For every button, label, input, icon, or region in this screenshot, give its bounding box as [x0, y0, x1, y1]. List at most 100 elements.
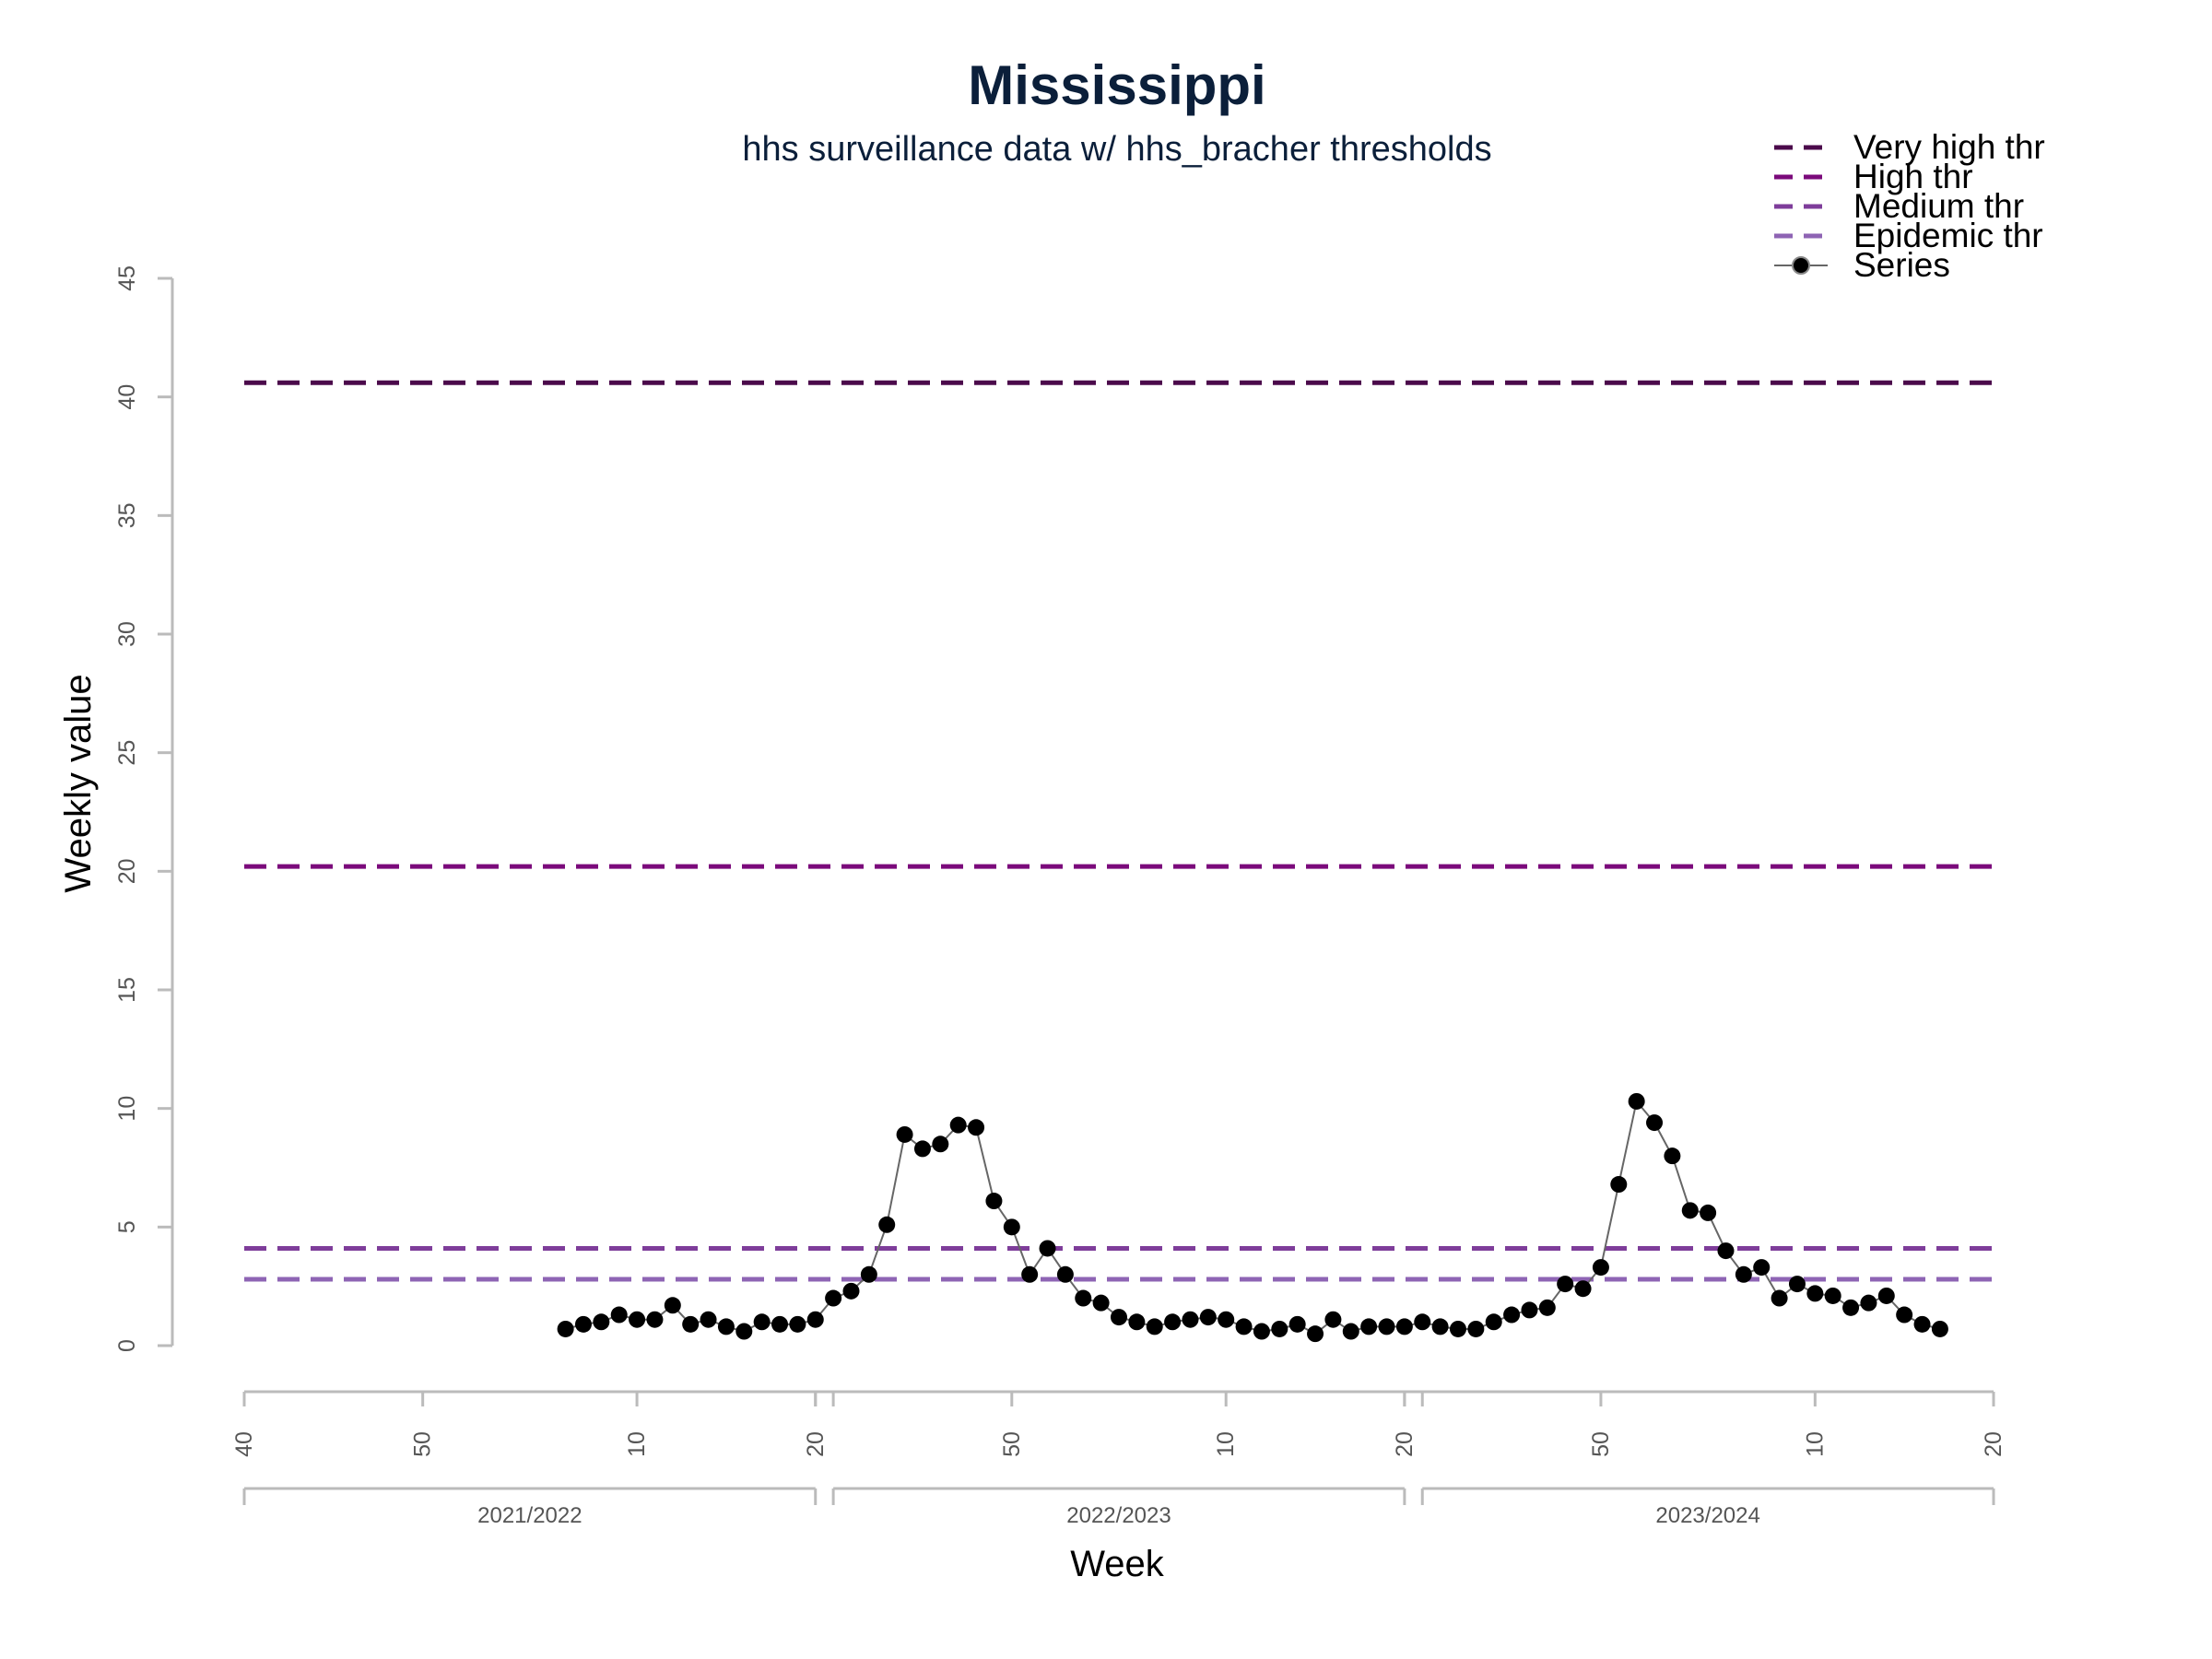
series-point [1360, 1318, 1378, 1335]
series-point [1092, 1294, 1110, 1312]
series-point [1646, 1114, 1664, 1132]
series-point [913, 1140, 931, 1158]
legend-label: Series [1853, 246, 1950, 284]
x-tick-label: 20 [803, 1431, 829, 1457]
series-point [1753, 1259, 1771, 1277]
series-point [1021, 1265, 1039, 1283]
x-tick-label: 50 [410, 1431, 436, 1457]
series-point [1824, 1287, 1841, 1304]
x-tick-label: 10 [624, 1431, 650, 1457]
chart-subtitle: hhs surveillance data w/ hhs_bracher thr… [742, 130, 1491, 169]
series-point [1574, 1280, 1592, 1298]
series-point [771, 1315, 789, 1333]
series-point [1521, 1301, 1538, 1319]
y-tick-label: 35 [114, 502, 140, 528]
y-tick-label: 10 [114, 1096, 140, 1122]
series-point [1218, 1311, 1235, 1328]
series-point [1003, 1218, 1020, 1236]
series-point [646, 1311, 664, 1328]
series-point [949, 1116, 967, 1134]
series-point [1467, 1320, 1485, 1337]
series-point [1664, 1147, 1681, 1165]
series-point [1771, 1289, 1788, 1307]
series-point [1253, 1323, 1270, 1340]
series-point [1592, 1259, 1609, 1277]
series-point [1342, 1323, 1359, 1340]
legend-label: High thr [1853, 158, 1973, 195]
series-point [1735, 1265, 1752, 1283]
x-tick-label: 40 [231, 1431, 257, 1457]
series-point [1414, 1313, 1431, 1331]
y-axis-title: Weekly value [58, 674, 99, 892]
series-point [1164, 1313, 1182, 1331]
series-point [1056, 1265, 1074, 1283]
series-point [629, 1311, 646, 1328]
series-point [1877, 1287, 1895, 1304]
y-tick-label: 25 [114, 740, 140, 766]
series-point [1860, 1294, 1877, 1312]
y-tick-label: 15 [114, 977, 140, 1003]
series-point [1199, 1309, 1217, 1326]
series-point [1485, 1313, 1502, 1331]
series-point [735, 1323, 753, 1340]
x-tick-label: 10 [1802, 1431, 1828, 1457]
series-point [825, 1289, 842, 1307]
y-tick-label: 0 [114, 1339, 140, 1352]
series-point [1842, 1299, 1860, 1316]
series-point [932, 1135, 949, 1153]
series-point [1235, 1318, 1253, 1335]
plot-area: 0 5 10 15 20 25 30 35 40 45 40 50 10 20 50 10 20 50 10 20 20… [114, 265, 2006, 1528]
series-point [1538, 1299, 1556, 1316]
series-point [1913, 1315, 1931, 1333]
series-point [1681, 1202, 1699, 1219]
series-point [1324, 1311, 1342, 1328]
series-point [1271, 1320, 1288, 1337]
series-point [593, 1313, 610, 1331]
series-point [1395, 1318, 1413, 1335]
x-tick-label: 50 [1588, 1431, 1614, 1457]
series-point [1503, 1306, 1521, 1324]
chart-title: Mississippi [968, 54, 1265, 116]
series-point [557, 1320, 574, 1337]
series-point [1039, 1240, 1056, 1257]
series-point [610, 1306, 628, 1324]
series-point [1788, 1276, 1806, 1293]
series-point [1931, 1320, 1948, 1337]
series-point [1896, 1306, 1913, 1324]
series-point [806, 1311, 824, 1328]
series-point [1557, 1276, 1574, 1293]
x-tick-label: 20 [1392, 1431, 1418, 1457]
series-point [1610, 1176, 1628, 1194]
series-point [1182, 1311, 1199, 1328]
series-point [1431, 1318, 1449, 1335]
series-point [896, 1125, 913, 1143]
series-point [1146, 1318, 1163, 1335]
series-point [753, 1313, 771, 1331]
x-tick-label: 20 [1981, 1431, 2006, 1457]
series-point [1806, 1285, 1824, 1302]
season-label: 2021/2022 [477, 1503, 582, 1528]
series-point [717, 1318, 735, 1335]
legend-label: Very high thr [1853, 128, 2045, 166]
series-point [968, 1119, 985, 1136]
series-point [1378, 1318, 1395, 1335]
series-point [1700, 1204, 1717, 1221]
series-point [985, 1193, 1003, 1210]
series-point [682, 1315, 700, 1333]
series-point [878, 1216, 896, 1233]
series-point [1717, 1242, 1735, 1260]
x-tick-label: 10 [1213, 1431, 1239, 1457]
series-point [1307, 1325, 1324, 1343]
series-point [1449, 1320, 1466, 1337]
series-point [1128, 1313, 1146, 1331]
series-point [664, 1297, 681, 1314]
series-point [1111, 1309, 1127, 1326]
series-point [860, 1265, 877, 1283]
y-tick-label: 5 [114, 1220, 140, 1233]
series-point [1628, 1092, 1645, 1110]
season-label: 2023/2024 [1655, 1503, 1759, 1528]
series-line [565, 1099, 1941, 1335]
legend-label: Epidemic thr [1853, 217, 2043, 254]
